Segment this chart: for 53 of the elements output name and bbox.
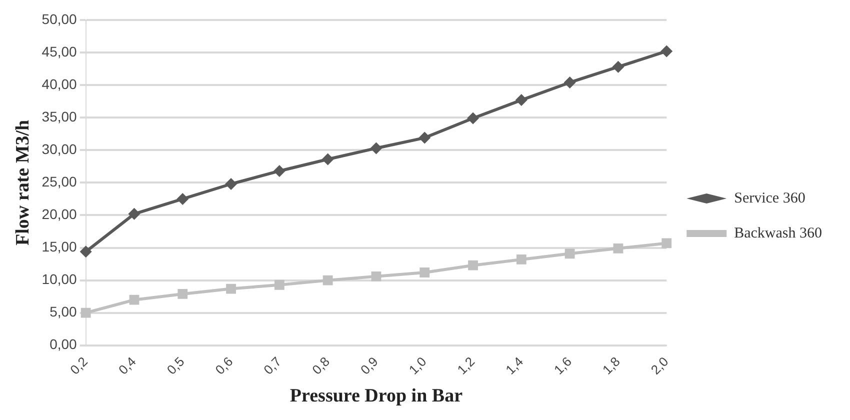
point	[129, 294, 140, 305]
point	[516, 254, 526, 264]
y-tick-label: 25,00	[42, 174, 78, 190]
point	[662, 238, 672, 248]
point	[564, 248, 575, 259]
x-tick-label: 1,2	[454, 354, 478, 378]
y-tick-label: 45,00	[42, 43, 78, 60]
point	[467, 112, 480, 124]
x-axis-title: Pressure Drop in Bar	[290, 386, 464, 407]
y-tick-label: 10,00	[42, 271, 78, 288]
point	[322, 153, 334, 166]
x-tick-label: 1,8	[599, 354, 623, 378]
legend-label: Service 360	[734, 190, 806, 206]
x-tick-label: 0,6	[212, 354, 236, 378]
legend-label: Backwash 360	[734, 225, 822, 242]
y-tick-label: 0,00	[50, 336, 78, 352]
point	[371, 271, 382, 282]
point	[226, 284, 236, 294]
point	[564, 76, 576, 88]
point	[225, 178, 238, 190]
x-tick-label: 0,4	[115, 354, 139, 378]
point	[468, 260, 478, 270]
point	[612, 60, 624, 73]
y-tick-label: 50,00	[42, 10, 78, 27]
y-tick-label: 20,00	[42, 206, 78, 222]
point	[515, 94, 528, 106]
y-tick-label: 5,00	[50, 304, 78, 320]
point	[613, 243, 624, 254]
y-tick-label: 40,00	[42, 76, 78, 92]
x-tick-label: 1,0	[406, 354, 430, 378]
y-tick-label: 30,00	[42, 141, 78, 158]
point	[80, 246, 92, 258]
point	[178, 289, 188, 299]
x-tick-label: 2,0	[648, 354, 672, 378]
y-tick-label: 35,00	[42, 108, 78, 124]
x-tick-label: 0,5	[164, 354, 188, 378]
x-tick-label: 1,4	[502, 354, 526, 378]
y-tick-label: 15,00	[42, 238, 78, 255]
point	[370, 142, 382, 154]
x-tick-label: 0,8	[309, 354, 332, 378]
point	[128, 208, 140, 220]
point	[273, 164, 286, 177]
x-tick-label: 0,7	[260, 354, 284, 378]
point	[176, 192, 189, 205]
x-tick-label: 0,9	[357, 354, 381, 378]
x-tick-label: 1,6	[551, 354, 574, 378]
y-axis-title: Flow rate M3/h	[12, 119, 34, 246]
point	[418, 132, 431, 144]
point	[420, 268, 430, 278]
point	[322, 275, 333, 286]
x-tick-label: 0,2	[67, 354, 90, 378]
point	[274, 280, 284, 290]
point	[660, 45, 673, 58]
